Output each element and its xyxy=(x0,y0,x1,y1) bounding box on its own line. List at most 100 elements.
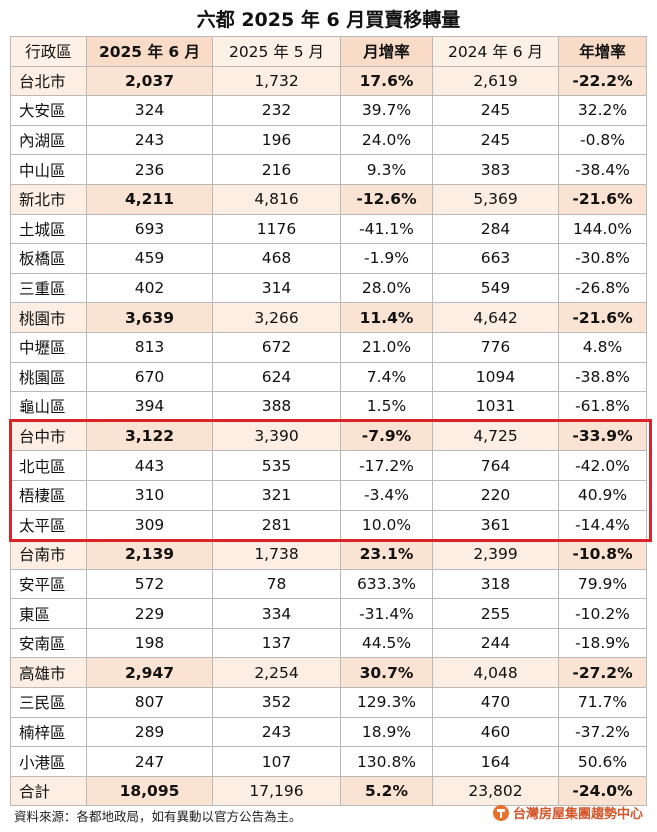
cell-district: 桃園區 xyxy=(10,361,87,393)
cell-jun-2024: 2,399 xyxy=(432,539,559,570)
transfer-table: 行政區 2025 年 6 月 2025 年 5 月 月增率 2024 年 6 月… xyxy=(10,36,647,807)
cell-district: 桃園市 xyxy=(10,302,87,333)
cell-jun-2024: 361 xyxy=(432,509,559,541)
cell-may-2025: 1,738 xyxy=(212,539,341,570)
cell-jun-2025: 236 xyxy=(86,154,213,185)
cell-district: 內湖區 xyxy=(10,124,87,156)
cell-district: 中山區 xyxy=(10,154,87,185)
cell-mom: 44.5% xyxy=(340,627,433,659)
cell-mom: -1.9% xyxy=(340,243,433,274)
cell-jun-2024: 244 xyxy=(432,627,559,659)
cell-jun-2024: 764 xyxy=(432,450,559,481)
cell-jun-2024: 255 xyxy=(432,598,559,629)
cell-jun-2025: 198 xyxy=(86,627,213,659)
district-row: 安南區 198 137 44.5% 244 -18.9% xyxy=(10,627,647,659)
cell-may-2025: 2,254 xyxy=(212,657,341,689)
cell-yoy: 71.7% xyxy=(558,687,647,718)
district-row: 中壢區 813 672 21.0% 776 4.8% xyxy=(10,331,647,363)
cell-yoy: 144.0% xyxy=(558,213,647,245)
cell-district: 板橋區 xyxy=(10,243,87,274)
city-row: 新北市 4,211 4,816 -12.6% 5,369 -21.6% xyxy=(10,183,647,215)
cell-jun-2024: 245 xyxy=(432,124,559,156)
cell-yoy: -27.2% xyxy=(558,657,647,689)
cell-yoy: -10.2% xyxy=(558,598,647,629)
cell-jun-2025: 807 xyxy=(86,687,213,718)
cell-may-2025: 216 xyxy=(212,154,341,185)
district-row: 太平區 309 281 10.0% 361 -14.4% xyxy=(10,509,647,541)
cell-may-2025: 137 xyxy=(212,627,341,659)
cell-jun-2024: 23,802 xyxy=(432,775,559,807)
cell-district: 台南市 xyxy=(10,539,87,570)
cell-district: 小港區 xyxy=(10,746,87,777)
cell-mom: 18.9% xyxy=(340,716,433,748)
cell-district: 三重區 xyxy=(10,272,87,304)
cell-mom: 9.3% xyxy=(340,154,433,185)
district-row: 梧棲區 310 321 -3.4% 220 40.9% xyxy=(10,479,647,511)
district-row: 中山區 236 216 9.3% 383 -38.4% xyxy=(10,154,647,185)
cell-jun-2025: 670 xyxy=(86,361,213,393)
cell-mom: 23.1% xyxy=(340,539,433,570)
cell-district: 新北市 xyxy=(10,183,87,215)
cell-mom: 7.4% xyxy=(340,361,433,393)
cell-district: 大安區 xyxy=(10,95,87,126)
cell-jun-2024: 1031 xyxy=(432,391,559,422)
district-row: 三重區 402 314 28.0% 549 -26.8% xyxy=(10,272,647,304)
cell-mom: 21.0% xyxy=(340,331,433,363)
cell-jun-2025: 243 xyxy=(86,124,213,156)
cell-jun-2024: 220 xyxy=(432,479,559,511)
district-row: 楠梓區 289 243 18.9% 460 -37.2% xyxy=(10,716,647,748)
district-row: 內湖區 243 196 24.0% 245 -0.8% xyxy=(10,124,647,156)
cell-district: 台北市 xyxy=(10,65,87,97)
cell-jun-2025: 229 xyxy=(86,598,213,629)
cell-district: 台中市 xyxy=(10,420,87,452)
district-row: 龜山區 394 388 1.5% 1031 -61.8% xyxy=(10,391,647,422)
cell-yoy: -22.2% xyxy=(558,65,647,97)
city-row: 台中市 3,122 3,390 -7.9% 4,725 -33.9% xyxy=(10,420,647,452)
cell-mom: 1.5% xyxy=(340,391,433,422)
district-row: 大安區 324 232 39.7% 245 32.2% xyxy=(10,95,647,126)
cell-may-2025: 3,266 xyxy=(212,302,341,333)
header-row: 行政區 2025 年 6 月 2025 年 5 月 月增率 2024 年 6 月… xyxy=(10,36,647,67)
header-jun-2025: 2025 年 6 月 xyxy=(86,36,213,67)
district-row: 東區 229 334 -31.4% 255 -10.2% xyxy=(10,598,647,629)
cell-jun-2024: 318 xyxy=(432,568,559,600)
cell-may-2025: 624 xyxy=(212,361,341,393)
cell-yoy: 79.9% xyxy=(558,568,647,600)
cell-jun-2024: 776 xyxy=(432,331,559,363)
cell-district: 中壢區 xyxy=(10,331,87,363)
cell-may-2025: 1,732 xyxy=(212,65,341,97)
cell-mom: 30.7% xyxy=(340,657,433,689)
cell-mom: 24.0% xyxy=(340,124,433,156)
cell-may-2025: 1176 xyxy=(212,213,341,245)
header-district: 行政區 xyxy=(10,36,87,67)
cell-district: 安平區 xyxy=(10,568,87,600)
source-note: 資料來源：各都地政局，如有異動以官方公告為主。 xyxy=(14,809,302,824)
cell-jun-2024: 4,642 xyxy=(432,302,559,333)
cell-district: 北屯區 xyxy=(10,450,87,481)
cell-jun-2024: 383 xyxy=(432,154,559,185)
cell-district: 太平區 xyxy=(10,509,87,541)
cell-jun-2024: 1094 xyxy=(432,361,559,393)
district-row: 三民區 807 352 129.3% 470 71.7% xyxy=(10,687,647,718)
cell-mom: 28.0% xyxy=(340,272,433,304)
cell-mom: 129.3% xyxy=(340,687,433,718)
cell-jun-2024: 663 xyxy=(432,243,559,274)
cell-district: 楠梓區 xyxy=(10,716,87,748)
cell-yoy: -21.6% xyxy=(558,302,647,333)
cell-may-2025: 196 xyxy=(212,124,341,156)
table-body: 台北市 2,037 1,732 17.6% 2,619 -22.2% 大安區 324 232 39… xyxy=(10,65,647,807)
cell-mom: -3.4% xyxy=(340,479,433,511)
cell-yoy: -14.4% xyxy=(558,509,647,541)
cell-yoy: -33.9% xyxy=(558,420,647,452)
cell-yoy: 32.2% xyxy=(558,95,647,126)
cell-may-2025: 468 xyxy=(212,243,341,274)
cell-yoy: -38.8% xyxy=(558,361,647,393)
cell-district: 龜山區 xyxy=(10,391,87,422)
cell-jun-2024: 4,048 xyxy=(432,657,559,689)
cell-mom: 633.3% xyxy=(340,568,433,600)
cell-district: 合計 xyxy=(10,775,87,807)
cell-may-2025: 334 xyxy=(212,598,341,629)
cell-jun-2025: 3,639 xyxy=(86,302,213,333)
cell-mom: -7.9% xyxy=(340,420,433,452)
cell-may-2025: 672 xyxy=(212,331,341,363)
